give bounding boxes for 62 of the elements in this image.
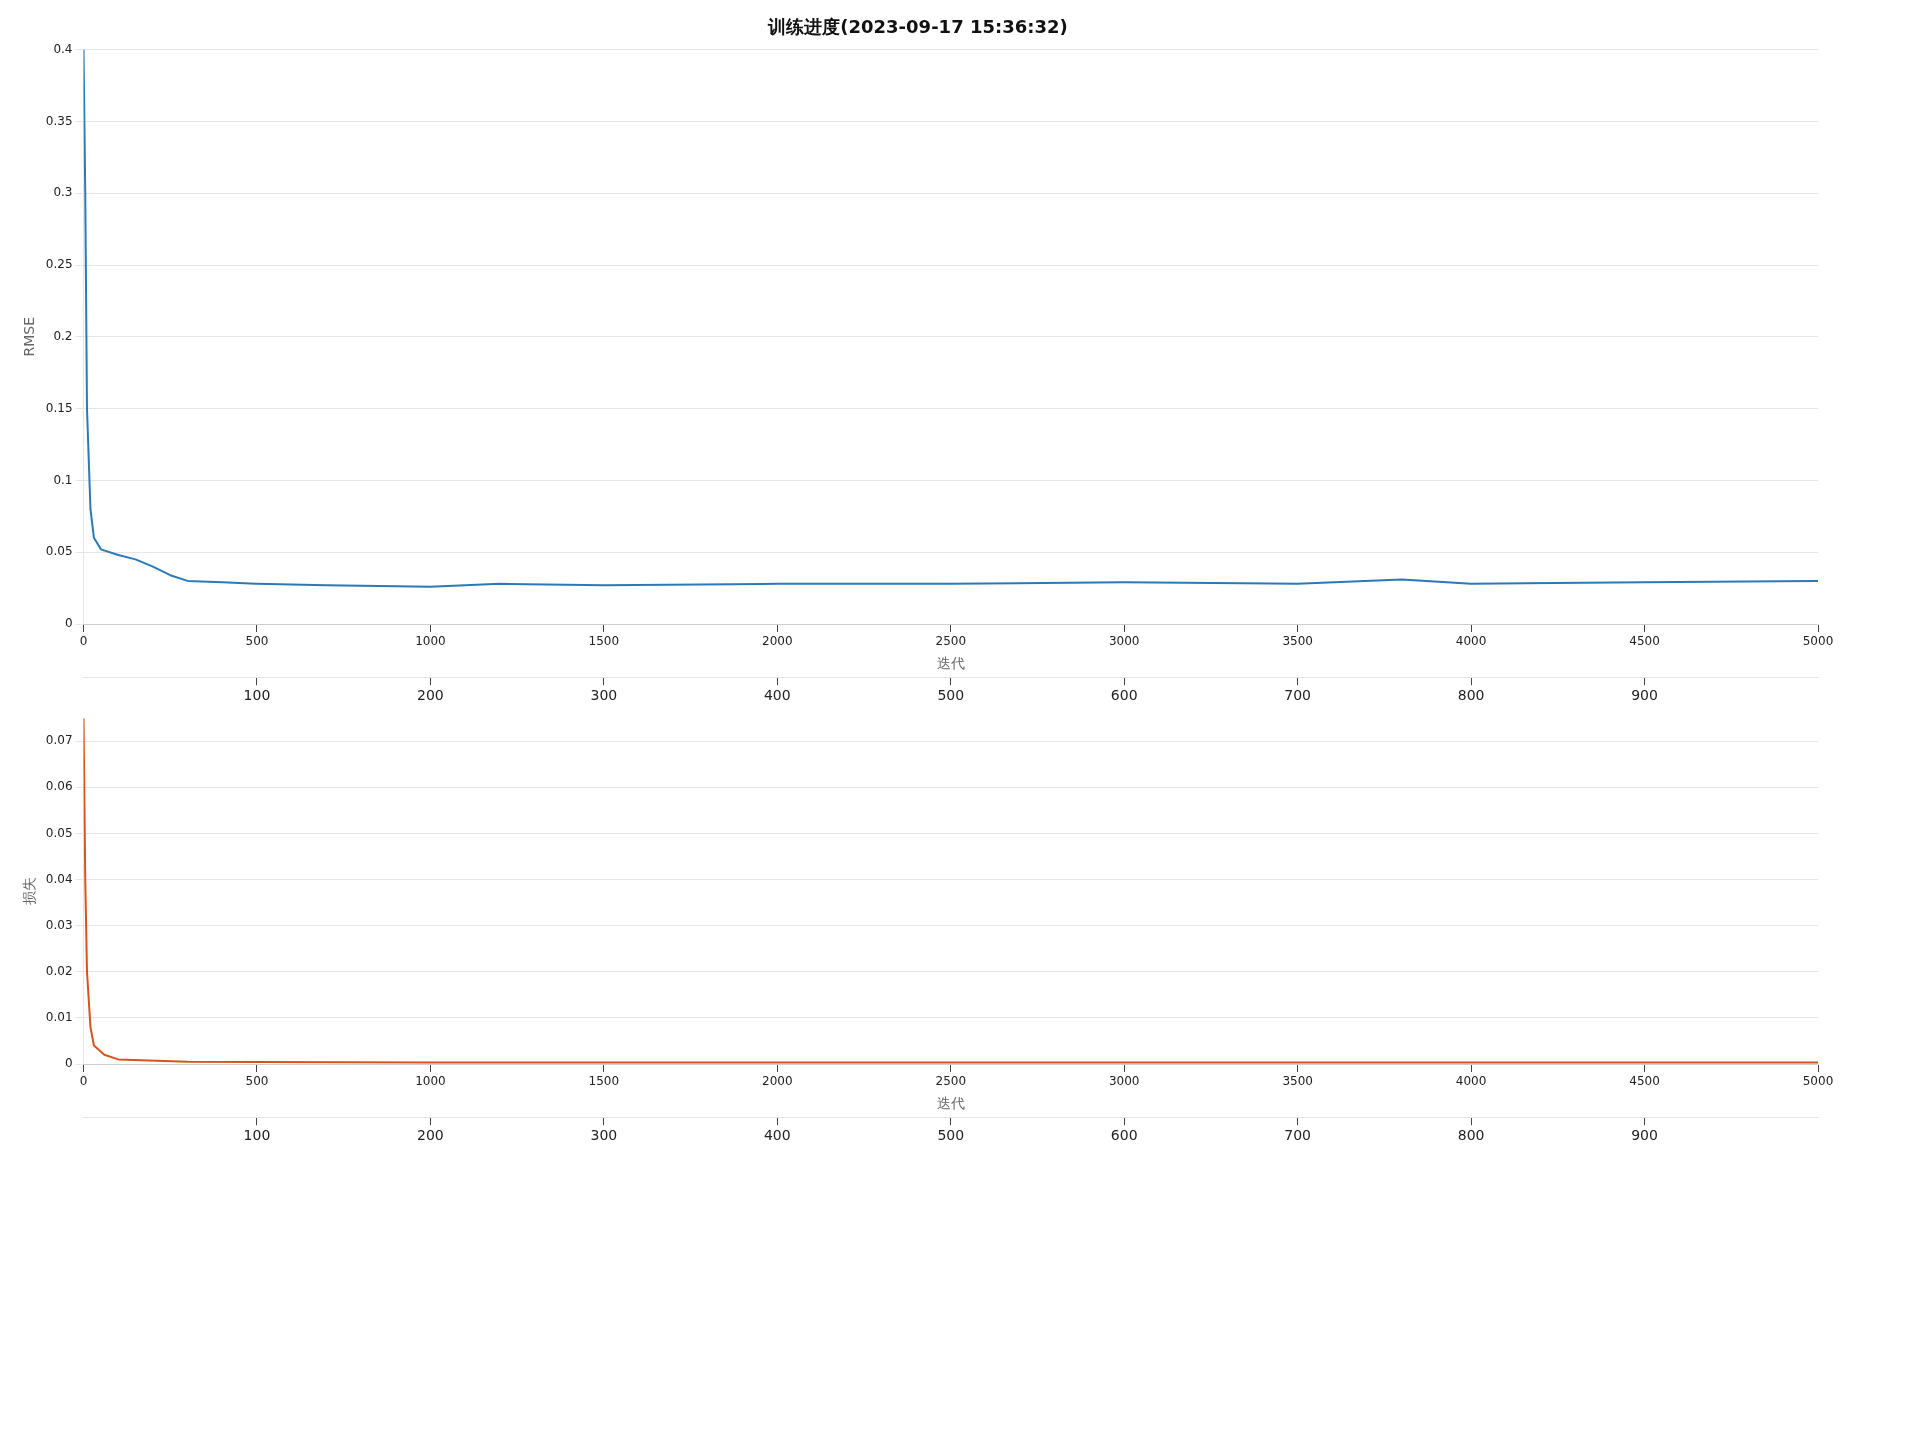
x-tick-label: 2000 (762, 634, 793, 649)
y-tick-label: 0.02 (45, 963, 73, 978)
x2-tick-label: 200 (417, 687, 444, 704)
y-tick-label: 0.05 (45, 544, 73, 559)
x-tick-label: 4000 (1455, 634, 1487, 649)
y-tick-label: 0.3 (53, 185, 73, 200)
y-tick-label: 0.07 (45, 733, 73, 748)
x2-tick-label: 800 (1457, 687, 1485, 704)
x-tick-label: 0 (79, 1074, 88, 1089)
y-tick-label: 0.01 (45, 1010, 73, 1025)
x2-tick-label: 100 (243, 687, 271, 704)
x-tick-label: 3500 (1282, 634, 1313, 649)
y-tick-label: 0.1 (53, 472, 73, 487)
x-tick-label: 1500 (588, 634, 620, 649)
x-tick-label: 5000 (1802, 1074, 1834, 1089)
y-axis-title: 损失 (21, 877, 38, 906)
y-tick-label: 0.05 (45, 825, 73, 840)
x2-tick-label: 900 (1631, 687, 1658, 704)
y-tick-label: 0.04 (45, 871, 73, 886)
x-tick-label: 2000 (762, 1074, 793, 1089)
x-tick-label: 1000 (415, 634, 446, 649)
y-tick-label: 0 (64, 1056, 73, 1071)
x2-tick-label: 200 (417, 1127, 444, 1144)
y-tick-label: 0 (64, 616, 73, 631)
y-tick-label: 0.03 (45, 917, 73, 932)
y-tick-label: 0.35 (45, 113, 73, 128)
x2-tick-label: 300 (590, 1127, 618, 1144)
x-tick-label: 5000 (1802, 634, 1834, 649)
y-tick-label: 0.15 (45, 400, 73, 415)
x-tick-label: 3500 (1282, 1074, 1313, 1089)
y-tick-label: 0.2 (53, 328, 73, 343)
x-tick-label: 3000 (1108, 634, 1140, 649)
chart-title: 训练进度(2023-09-17 15:36:32) (767, 16, 1068, 38)
x2-tick-label: 600 (1110, 1127, 1138, 1144)
x-axis-title: 迭代 (936, 1095, 965, 1112)
y-tick-label: 0.06 (45, 779, 73, 794)
x-tick-label: 0 (79, 634, 88, 649)
x2-tick-label: 700 (1284, 687, 1312, 704)
x-tick-label: 500 (245, 1074, 269, 1089)
x-tick-label: 1500 (588, 1074, 620, 1089)
x2-tick-label: 600 (1110, 687, 1138, 704)
x-tick-label: 500 (245, 634, 269, 649)
x-tick-label: 1000 (415, 1074, 446, 1089)
x2-tick-label: 400 (763, 1127, 791, 1144)
x2-tick-label: 100 (243, 1127, 271, 1144)
x2-tick-label: 400 (763, 687, 791, 704)
x-tick-label: 4500 (1629, 634, 1660, 649)
x-tick-label: 4500 (1629, 1074, 1660, 1089)
x-tick-label: 4000 (1455, 1074, 1487, 1089)
x2-tick-label: 700 (1284, 1127, 1312, 1144)
x-tick-label: 3000 (1108, 1074, 1140, 1089)
y-tick-label: 0.25 (45, 257, 73, 272)
x2-tick-label: 900 (1631, 1127, 1658, 1144)
x2-tick-label: 800 (1457, 1127, 1485, 1144)
y-axis-title: RMSE (21, 317, 38, 357)
x2-tick-label: 300 (590, 687, 618, 704)
x2-tick-label: 500 (937, 1127, 965, 1144)
x2-tick-label: 500 (937, 687, 965, 704)
x-tick-label: 2500 (935, 1074, 967, 1089)
y-tick-label: 0.4 (53, 41, 73, 56)
x-tick-label: 2500 (935, 634, 967, 649)
x-axis-title: 迭代 (936, 655, 965, 672)
